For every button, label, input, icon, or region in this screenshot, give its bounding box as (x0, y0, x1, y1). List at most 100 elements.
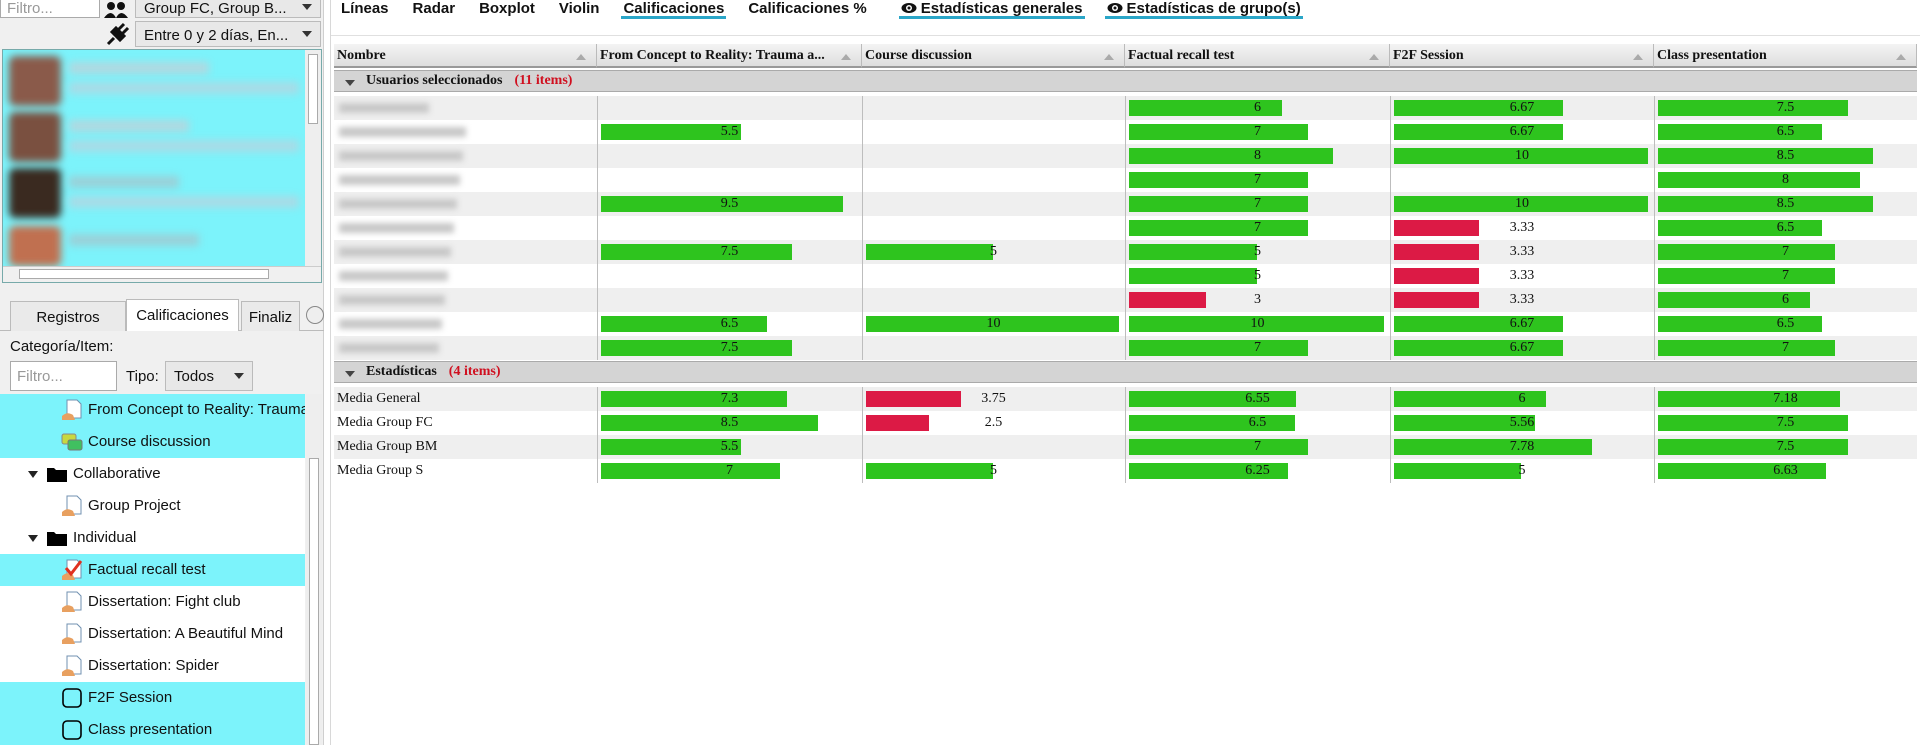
grade-label: 5 (990, 244, 997, 259)
tree-row[interactable]: Factual recall test (0, 554, 305, 586)
category-label: Categoría/Item: (10, 338, 114, 355)
view-tab[interactable]: Violin (557, 0, 602, 19)
grade-label: 5 (1254, 268, 1261, 283)
tab[interactable]: Registros (10, 301, 126, 331)
blurred-name (339, 223, 454, 233)
grade-label: 6.5 (1776, 316, 1795, 331)
blurred-name (339, 151, 463, 161)
grade-label: 6.25 (1245, 463, 1270, 478)
scroll-thumb[interactable] (19, 269, 269, 279)
tree-icon-svg (62, 688, 82, 708)
view-tab[interactable]: Calificaciones (621, 0, 727, 19)
view-tab[interactable]: Estadísticas generales (898, 0, 1085, 19)
sort-arrow (1103, 51, 1115, 67)
type-select[interactable]: Todos (165, 361, 253, 391)
grade-bar (866, 244, 993, 260)
column-separator (1125, 387, 1126, 483)
tree-row[interactable]: Group Project (0, 490, 305, 522)
tree-icon (61, 591, 83, 617)
v-scrollbar[interactable] (305, 50, 321, 266)
tree-row[interactable]: Class presentation (0, 714, 305, 745)
grade-bar (1394, 463, 1521, 479)
v-scrollbar[interactable] (306, 394, 322, 745)
grade-bar (601, 244, 793, 260)
grade-label: 9.5 (720, 196, 739, 211)
grade-bar (1129, 292, 1206, 308)
column-header[interactable]: Class presentation (1654, 44, 1917, 68)
user-filter[interactable]: Filtro... (0, 0, 100, 18)
grade-label: 6.5 (1248, 415, 1267, 430)
view-tab[interactable]: Estadísticas de grupo(s) (1104, 0, 1303, 19)
grade-label: 5 (990, 463, 997, 478)
left-panel: Filtro... Group FC, Group B... Entre 0 y… (0, 0, 324, 745)
column-separator (1390, 96, 1391, 360)
tree-row[interactable]: Course discussion (0, 426, 305, 458)
column-header[interactable]: From Concept to Reality: Trauma a... (597, 44, 862, 68)
grade-bar (1394, 100, 1564, 116)
grade-bar (1658, 244, 1836, 260)
grade-bar (1658, 148, 1874, 164)
group-header: Estadísticas (4 items) (334, 361, 1917, 383)
sort-arrow-svg (576, 54, 586, 60)
tab-menu[interactable] (306, 306, 324, 324)
column-header[interactable]: Course discussion (862, 44, 1125, 68)
tree-row[interactable]: Dissertation: Spider (0, 650, 305, 682)
eye-icon-svg (901, 3, 917, 13)
tab[interactable]: Calificaciones (126, 299, 239, 331)
tree-row[interactable]: From Concept to Reality: Trauma (0, 394, 305, 426)
user-name (69, 62, 209, 74)
group-select[interactable]: Group FC, Group B... (135, 0, 321, 18)
grade-bar (601, 196, 844, 212)
time-select[interactable]: Entre 0 y 2 días, En... (135, 21, 321, 47)
tree-label: Dissertation: Spider (88, 657, 219, 674)
scroll-thumb[interactable] (309, 458, 319, 745)
tree-icon-svg (47, 532, 67, 546)
user-list[interactable] (2, 49, 322, 283)
view-tab-label: Líneas (341, 0, 389, 17)
view-tab-label: Violin (558, 0, 600, 17)
tree-label: From Concept to Reality: Trauma (88, 401, 305, 418)
column-header[interactable]: Nombre (334, 44, 597, 68)
grade-label: 6 (1782, 292, 1789, 307)
tree-icon (61, 719, 83, 745)
column-header[interactable]: Factual recall test (1125, 44, 1390, 68)
user-info (69, 82, 299, 94)
grade-label: 8.5 (1776, 148, 1795, 163)
grade-bar (1129, 316, 1384, 332)
tree-row[interactable]: Dissertation: A Beautiful Mind (0, 618, 305, 650)
view-tab-label: Calificaciones (623, 0, 725, 17)
tree-icon-svg (62, 399, 82, 420)
grade-label: 3.75 (981, 391, 1006, 406)
view-tab[interactable]: Líneas (339, 0, 391, 19)
scroll-thumb[interactable] (308, 54, 318, 124)
eye-icon (1107, 2, 1123, 14)
tab[interactable]: Finaliz (241, 301, 300, 331)
blurred-name (339, 247, 451, 257)
item-filter[interactable]: Filtro... (10, 361, 117, 391)
view-tab[interactable]: Radar (411, 0, 458, 19)
grade-label: 7.3 (720, 391, 739, 406)
tree-row[interactable]: Individual (0, 522, 305, 554)
grade-bar (1658, 439, 1848, 455)
tree-row[interactable]: F2F Session (0, 682, 305, 714)
tree-row[interactable]: Collaborative (0, 458, 305, 490)
column-header[interactable]: F2F Session (1390, 44, 1654, 68)
grade-bar (1129, 340, 1308, 356)
view-tab-label: Estadísticas de grupo(s) (1126, 0, 1301, 17)
view-tab[interactable]: Calificaciones % (746, 0, 868, 19)
tree-row[interactable]: Dissertation: Fight club (0, 586, 305, 618)
grade-bar (1658, 268, 1836, 284)
column-separator (597, 387, 598, 483)
row-name: Media General (337, 391, 421, 406)
grade-label: 7.5 (1776, 415, 1795, 430)
h-scrollbar[interactable] (3, 266, 321, 282)
grade-bar (1658, 220, 1823, 236)
view-tab[interactable]: Boxplot (477, 0, 537, 19)
grade-bar (601, 124, 742, 140)
tree-icon-svg (62, 720, 82, 740)
column-separator (862, 387, 863, 483)
grade-bar (866, 316, 1119, 332)
collapse-arrow (344, 77, 356, 93)
grade-bar (1129, 220, 1308, 236)
grade-label: 7.5 (720, 244, 739, 259)
